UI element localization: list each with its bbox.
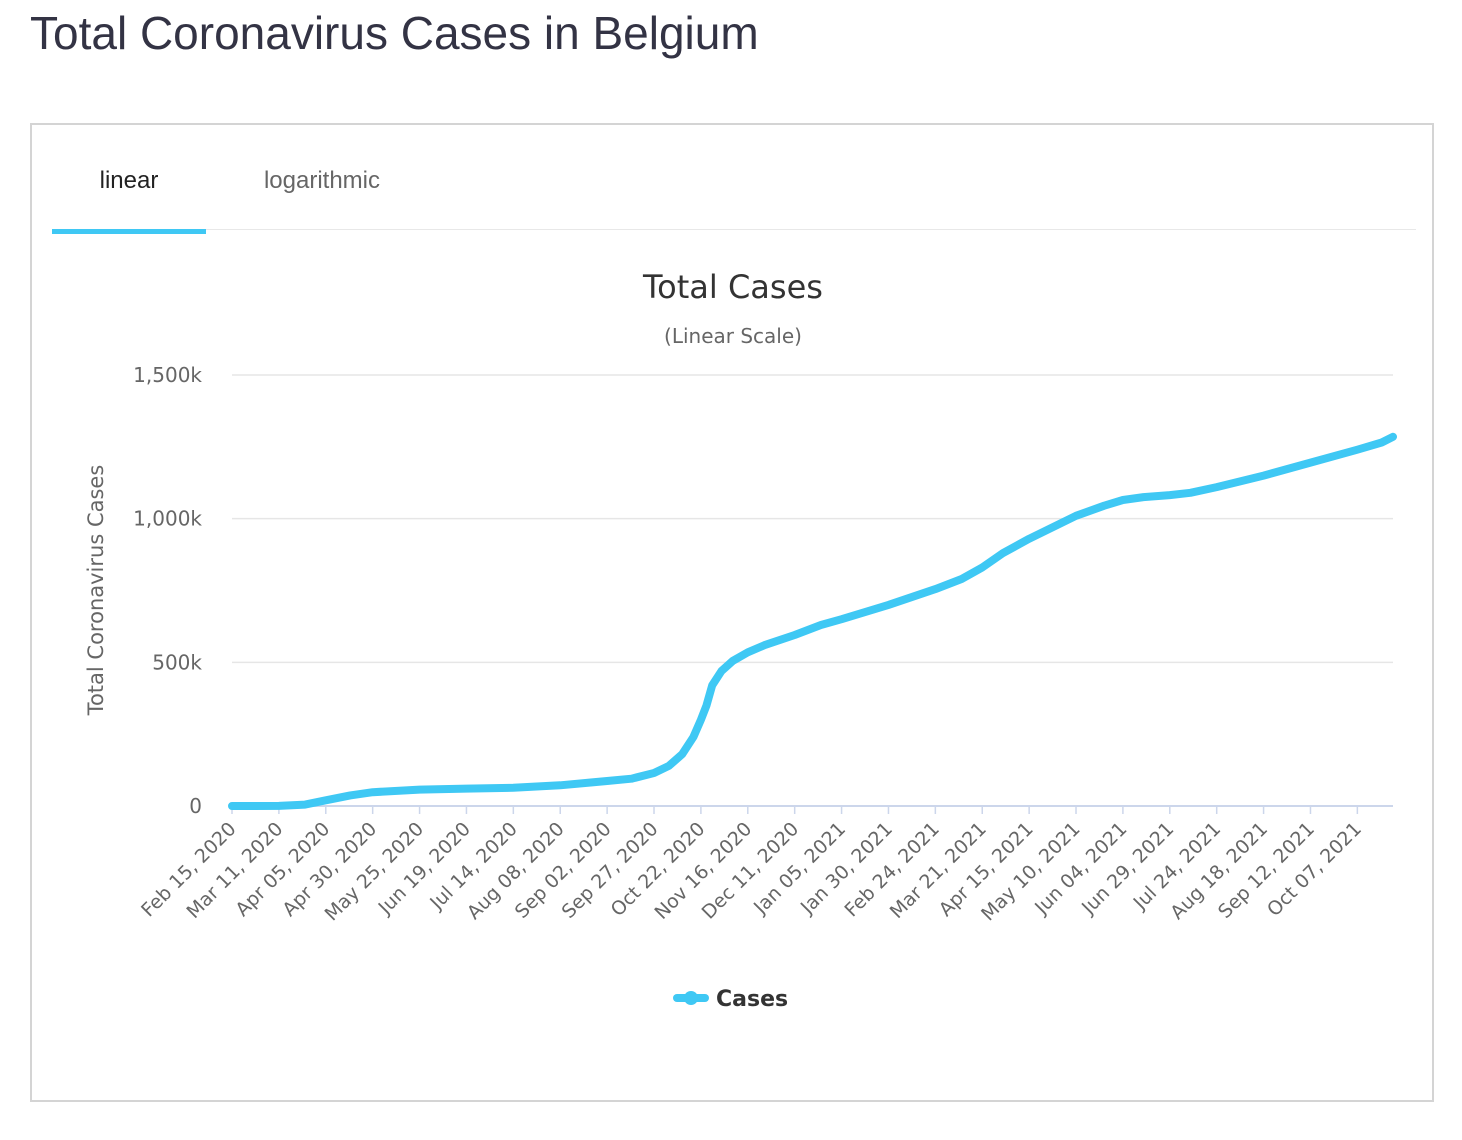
y-tick-label: 1,000k: [133, 507, 202, 531]
legend-item-cases[interactable]: Cases: [716, 987, 788, 1012]
tab-logarithmic[interactable]: logarithmic: [263, 167, 381, 194]
legend-symbol-marker: [684, 991, 698, 1005]
y-tick-label: 0: [189, 794, 202, 818]
y-axis-title: Total Coronavirus Cases: [84, 465, 108, 717]
page-title: Total Coronavirus Cases in Belgium: [30, 7, 759, 59]
chart-title: Total Cases: [642, 268, 823, 306]
legend[interactable]: Cases: [673, 987, 788, 1012]
chart-subtitle: (Linear Scale): [664, 324, 802, 348]
tab-active-indicator: [52, 229, 206, 234]
y-tick-label: 1,500k: [133, 363, 202, 387]
scale-tabs: linear logarithmic: [52, 125, 1416, 234]
y-axis-ticks: 0 500k 1,000k 1,500k: [133, 363, 202, 818]
series-line-cases[interactable]: [228, 432, 1397, 810]
grid: [232, 374, 1393, 807]
y-tick-label: 500k: [152, 650, 202, 674]
tab-linear[interactable]: linear: [99, 167, 159, 194]
series-layer: [228, 432, 1397, 810]
chart-panel: linear logarithmic: [30, 123, 1434, 1102]
